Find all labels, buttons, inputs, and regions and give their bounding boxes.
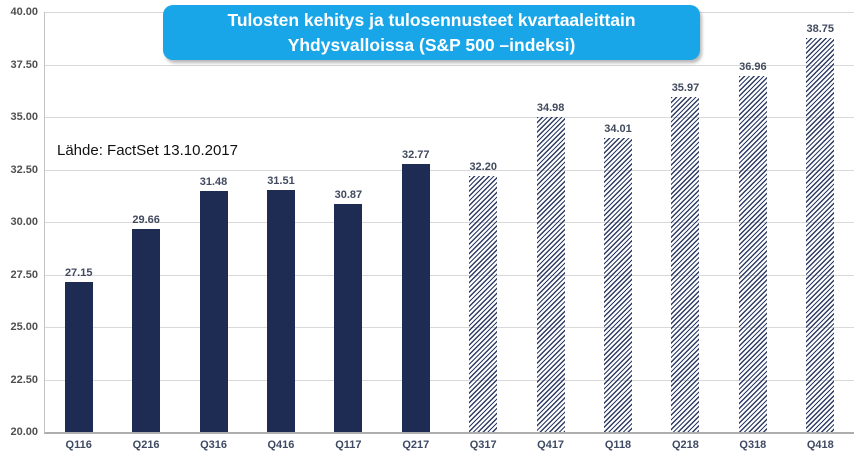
source-note: Lähde: FactSet 13.10.2017 — [57, 142, 238, 159]
gridline — [45, 274, 854, 276]
plot-area: 27.15 Q116 29.66 Q216 31.48 Q316 31.51 Q416 30.8… — [44, 12, 854, 451]
bar-q316 — [199, 190, 228, 432]
bar-q318 — [738, 75, 767, 432]
bar-value-label: 30.87 — [334, 188, 363, 201]
bar-q216 — [132, 229, 161, 432]
x-tick-label: Q116 — [65, 439, 92, 451]
x-tick-label: Q217 — [402, 439, 430, 451]
bar-slot: 27.15 Q116 — [45, 12, 112, 451]
y-tick-label: 22.50 — [10, 373, 38, 386]
x-tick-label: Q316 — [200, 439, 227, 451]
y-tick-label: 40.00 — [10, 6, 38, 18]
y-tick-label: 32.50 — [10, 163, 38, 176]
x-tick-label: Q317 — [469, 439, 497, 451]
bar-q116 — [64, 281, 93, 432]
y-tick-label: 25.00 — [10, 321, 38, 333]
x-tick-label: Q218 — [671, 439, 699, 451]
chart-title-line1: Tulosten kehitys ja tulosennusteet kvart… — [227, 9, 636, 30]
bar-q118 — [604, 137, 633, 432]
x-tick-label: Q216 — [132, 439, 160, 451]
gridline — [45, 64, 854, 66]
bar-slot: 34.98 Q417 — [517, 12, 584, 451]
x-tick-label: Q416 — [267, 439, 295, 451]
bar-q218 — [671, 96, 700, 432]
x-tick-label: Q418 — [806, 439, 834, 451]
bar-slot: 32.77 Q217 — [382, 12, 449, 451]
bar-slot: 31.48 Q316 — [180, 12, 247, 451]
bar-value-label: 31.51 — [267, 175, 295, 188]
bar-value-label: 38.75 — [806, 23, 835, 36]
bar-value-label: 29.66 — [132, 214, 160, 227]
y-tick-label: 37.50 — [10, 58, 38, 71]
gridline — [45, 117, 854, 118]
bar-q417 — [536, 117, 565, 432]
bar-q416 — [266, 190, 295, 432]
bar-slot: 31.51 Q416 — [247, 12, 314, 451]
gridline — [45, 327, 854, 328]
bar-q418 — [806, 38, 835, 432]
bar-slot: 32.20 Q317 — [450, 12, 517, 451]
x-tick-label: Q118 — [604, 439, 632, 451]
bar-q317 — [469, 175, 498, 432]
bar-q217 — [401, 163, 430, 432]
bar-value-label: 34.98 — [536, 102, 565, 115]
y-axis: 40.00 37.50 35.00 32.50 30.00 27.50 25.00 22.50… — [0, 6, 38, 438]
bar-value-label: 35.97 — [671, 81, 700, 94]
y-tick-label: 20.00 — [10, 426, 38, 438]
x-tick-label: Q117 — [335, 439, 362, 451]
chart-title-line2: Yhdysvalloissa (S&P 500 –indeksi) — [287, 34, 576, 55]
bar-value-label: 34.01 — [604, 122, 632, 135]
bar-value-label: 31.48 — [199, 175, 228, 188]
chart-title: Tulosten kehitys ja tulosennusteet kvart… — [163, 5, 700, 60]
bar-value-label: 32.20 — [469, 160, 497, 173]
gridline — [45, 169, 854, 171]
y-tick-label: 35.00 — [10, 111, 38, 123]
bar-slot: 34.01 Q118 — [584, 12, 651, 451]
bar-value-label: 36.96 — [739, 60, 767, 73]
bar-slot: 35.97 Q218 — [652, 12, 719, 451]
x-tick-label: Q417 — [537, 439, 565, 451]
bar-q117 — [334, 203, 363, 432]
gridline — [45, 222, 854, 223]
y-tick-label: 27.50 — [10, 268, 38, 281]
y-tick-label: 30.00 — [10, 216, 38, 228]
bar-value-label: 27.15 — [64, 266, 93, 279]
bar-value-label: 32.77 — [402, 148, 430, 161]
bar-slot: 36.96 Q318 — [719, 12, 786, 451]
bar-slot: 29.66 Q216 — [112, 12, 179, 451]
x-tick-label: Q318 — [739, 439, 767, 451]
gridline — [45, 379, 854, 381]
bar-slot: 30.87 Q117 — [315, 12, 382, 451]
bar-slot: 38.75 Q418 — [787, 12, 854, 451]
